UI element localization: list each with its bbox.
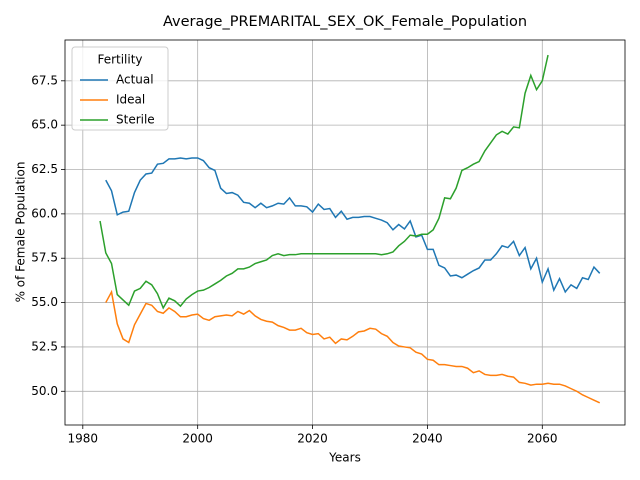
y-tick-label: 50.0 <box>31 384 58 398</box>
y-tick-label: 65.0 <box>31 118 58 132</box>
legend-label: Ideal <box>116 93 145 107</box>
x-tick-label: 2060 <box>527 432 558 446</box>
y-tick-label: 62.5 <box>31 162 58 176</box>
y-tick-label: 52.5 <box>31 339 58 353</box>
y-tick-label: 60.0 <box>31 206 58 220</box>
y-tick-label: 55.0 <box>31 295 58 309</box>
x-tick-label: 2000 <box>182 432 213 446</box>
legend-title: Fertility <box>97 53 142 67</box>
x-tick-label: 1980 <box>68 432 99 446</box>
legend-label: Sterile <box>116 113 155 127</box>
data-line <box>105 289 601 404</box>
plot-frame <box>64 39 626 426</box>
legend-label: Actual <box>116 73 154 87</box>
y-axis-label: % of Female Population <box>14 162 28 303</box>
chart-title: Average_PREMARITAL_SEX_OK_Female_Populat… <box>163 14 527 30</box>
x-tick-label: 2040 <box>412 432 443 446</box>
data-line <box>105 157 601 294</box>
x-tick-label: 2020 <box>297 432 328 446</box>
x-axis-label: Years <box>328 451 361 465</box>
y-tick-label: 57.5 <box>31 251 58 265</box>
y-tick-label: 67.5 <box>31 73 58 87</box>
legend-box <box>71 46 169 131</box>
data-line <box>99 54 549 310</box>
